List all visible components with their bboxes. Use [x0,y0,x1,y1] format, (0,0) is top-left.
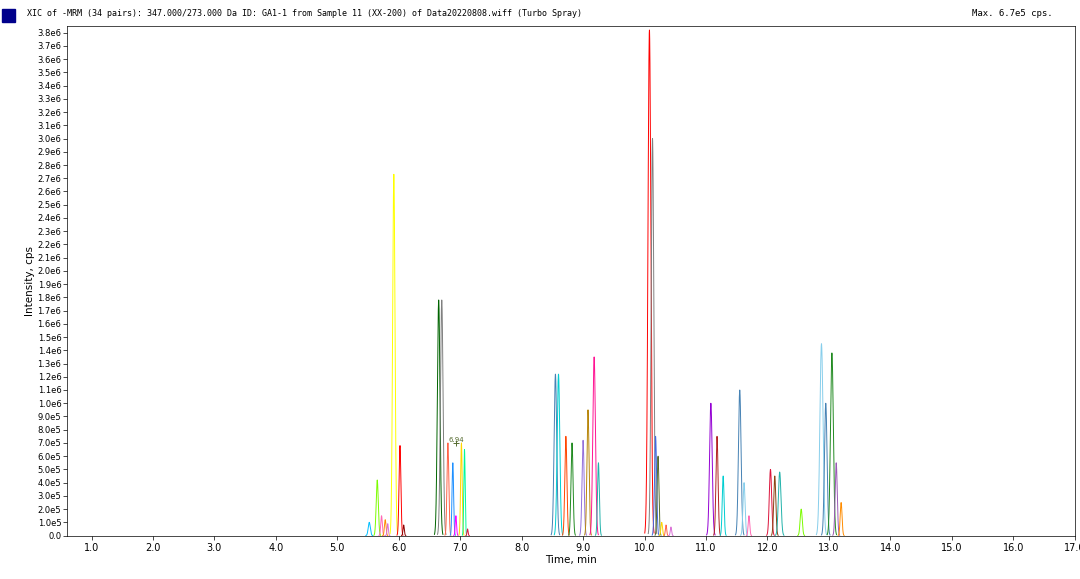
X-axis label: Time, min: Time, min [545,555,596,565]
Text: 6.94: 6.94 [448,437,464,443]
Y-axis label: Intensity, cps: Intensity, cps [25,246,35,316]
Text: Max. 6.7e5 cps.: Max. 6.7e5 cps. [972,9,1053,18]
Text: XIC of -MRM (34 pairs): 347.000/273.000 Da ID: GA1-1 from Sample 11 (XX-200) of : XIC of -MRM (34 pairs): 347.000/273.000 … [27,9,582,18]
